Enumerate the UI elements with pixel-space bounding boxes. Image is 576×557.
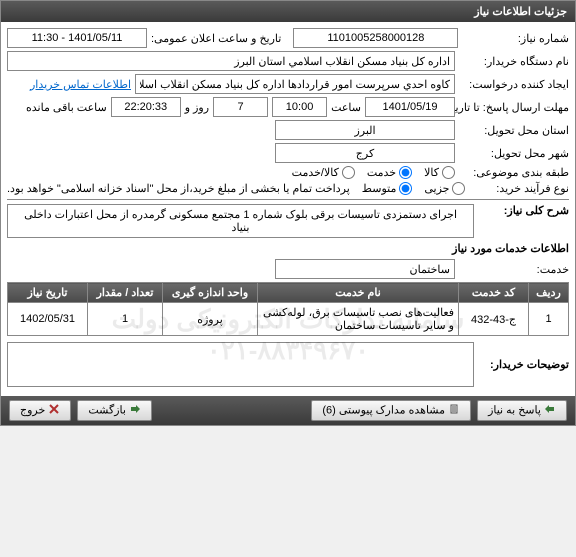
deadline-time-input[interactable] (272, 97, 327, 117)
province-input[interactable] (275, 120, 455, 140)
row-category: طبقه بندی موضوعی: کالا خدمت کالا/خدمت (7, 166, 569, 179)
buyer-notes-panel (7, 342, 474, 387)
process-label: نوع فرآیند خرید: (469, 182, 569, 195)
buyer-notes-label: توضیحات خریدار: (478, 358, 569, 371)
row-service: خدمت: (7, 259, 569, 279)
service-label: خدمت: (459, 263, 569, 276)
category-radios: کالا خدمت کالا/خدمت (292, 166, 455, 179)
td-unit: پروژه (163, 303, 258, 336)
services-heading: اطلاعات خدمات مورد نیاز (7, 242, 569, 255)
row-city: شهر محل تحویل: (7, 143, 569, 163)
reply-button[interactable]: پاسخ به نیاز (477, 400, 567, 421)
radio-both-input[interactable] (342, 166, 355, 179)
buyer-label: نام دستگاه خریدار: (459, 55, 569, 68)
main-panel: جزئیات اطلاعات نیاز شماره نیاز: تاریخ و … (0, 0, 576, 426)
creator-input[interactable] (135, 74, 455, 94)
table-container: ردیف کد خدمت نام خدمت واحد اندازه گیری ت… (7, 282, 569, 387)
announce-input[interactable] (7, 28, 147, 48)
radio-medium-input[interactable] (399, 182, 412, 195)
radio-medium[interactable]: متوسط (362, 182, 413, 195)
row-province: استان محل تحویل: (7, 120, 569, 140)
panel-title: جزئیات اطلاعات نیاز (1, 1, 575, 22)
radio-both[interactable]: کالا/خدمت (292, 166, 355, 179)
countdown-input[interactable] (111, 97, 181, 117)
days-and-label: روز و (185, 101, 209, 114)
need-no-input[interactable] (293, 28, 458, 48)
row-process: نوع فرآیند خرید: جزیی متوسط پرداخت تمام … (7, 182, 569, 195)
back-button[interactable]: بازگشت (77, 400, 152, 421)
radio-both-label: کالا/خدمت (292, 166, 339, 179)
table-row: 1 ج-43-432 فعالیت‌های نصب تاسیسات برق، ل… (8, 303, 569, 336)
main-desc-label: شرح کلی نیاز: (478, 204, 569, 217)
separator-1 (7, 199, 569, 200)
announce-label: تاریخ و ساعت اعلان عمومی: (151, 32, 281, 45)
buyer-input[interactable] (7, 51, 455, 71)
th-qty: تعداد / مقدار (88, 283, 163, 303)
remaining-label: ساعت باقی مانده (26, 101, 107, 114)
row-need-no: شماره نیاز: تاریخ و ساعت اعلان عمومی: (7, 28, 569, 48)
reply-icon (544, 403, 556, 418)
th-name: نام خدمت (258, 283, 459, 303)
deadline-date-input[interactable] (365, 97, 455, 117)
th-code: کد خدمت (459, 283, 529, 303)
radio-goods-input[interactable] (442, 166, 455, 179)
radio-service[interactable]: خدمت (367, 166, 412, 179)
footer-bar: پاسخ به نیاز مشاهده مدارک پیوستی (6) باز… (1, 396, 575, 425)
radio-goods-label: کالا (424, 166, 439, 179)
city-label: شهر محل تحویل: (459, 147, 569, 160)
row-buyer-notes: توضیحات خریدار: (7, 342, 569, 387)
td-date: 1402/05/31 (8, 303, 88, 336)
days-input[interactable] (213, 97, 268, 117)
th-date: تاریخ نیاز (8, 283, 88, 303)
province-label: استان محل تحویل: (459, 124, 569, 137)
radio-service-label: خدمت (367, 166, 396, 179)
radio-small[interactable]: جزیی (424, 182, 465, 195)
process-note: پرداخت تمام یا بخشی از مبلغ خرید،از محل … (7, 182, 350, 195)
exit-button[interactable]: خروج (9, 400, 71, 421)
row-buyer: نام دستگاه خریدار: (7, 51, 569, 71)
attachments-button[interactable]: مشاهده مدارک پیوستی (6) (311, 400, 471, 421)
radio-small-label: جزیی (424, 182, 449, 195)
back-icon (129, 403, 141, 418)
deadline-label: مهلت ارسال پاسخ: تا تاریخ: (459, 101, 569, 114)
th-row: ردیف (529, 283, 569, 303)
reply-label: پاسخ به نیاز (488, 404, 541, 416)
city-input[interactable] (275, 143, 455, 163)
service-input[interactable] (275, 259, 455, 279)
attachments-label: مشاهده مدارک پیوستی (6) (322, 404, 445, 416)
radio-goods[interactable]: کالا (424, 166, 455, 179)
creator-label: ایجاد کننده درخواست: (459, 78, 569, 91)
td-row: 1 (529, 303, 569, 336)
services-table: ردیف کد خدمت نام خدمت واحد اندازه گیری ت… (7, 282, 569, 336)
td-qty: 1 (88, 303, 163, 336)
form-body: شماره نیاز: تاریخ و ساعت اعلان عمومی: نا… (1, 22, 575, 396)
table-header-row: ردیف کد خدمت نام خدمت واحد اندازه گیری ت… (8, 283, 569, 303)
process-radios: جزیی متوسط (362, 182, 466, 195)
radio-service-input[interactable] (399, 166, 412, 179)
exit-icon (48, 403, 60, 418)
contact-link[interactable]: اطلاعات تماس خریدار (30, 78, 131, 91)
row-creator: ایجاد کننده درخواست: اطلاعات تماس خریدار (7, 74, 569, 94)
category-label: طبقه بندی موضوعی: (459, 166, 569, 179)
th-unit: واحد اندازه گیری (163, 283, 258, 303)
td-name: فعالیت‌های نصب تاسیسات برق، لوله‌کشی و س… (258, 303, 459, 336)
td-code: ج-43-432 (459, 303, 529, 336)
attachment-icon (448, 403, 460, 418)
main-desc-text: اجرای دستمزدی تاسیسات برقی بلوک شماره 1 … (7, 204, 474, 238)
exit-label: خروج (20, 404, 45, 416)
need-no-label: شماره نیاز: (462, 32, 569, 45)
radio-medium-label: متوسط (362, 182, 397, 195)
time-label-1: ساعت (331, 101, 361, 114)
radio-small-input[interactable] (452, 182, 465, 195)
row-main-desc: شرح کلی نیاز: اجرای دستمزدی تاسیسات برقی… (7, 204, 569, 238)
back-label: بازگشت (88, 404, 126, 416)
row-deadline: مهلت ارسال پاسخ: تا تاریخ: ساعت روز و سا… (7, 97, 569, 117)
